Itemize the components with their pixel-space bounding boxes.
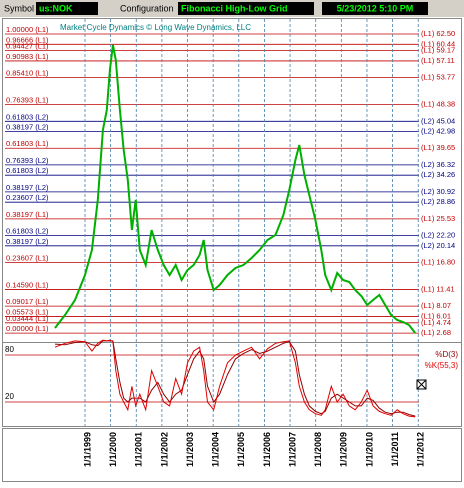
- price-level-label: (L1) 6.01: [421, 311, 451, 320]
- fib-level-label: 0.03444 (L1): [6, 314, 49, 323]
- datetime-box: [322, 2, 428, 15]
- close-icon-cross: [416, 379, 427, 390]
- axis-frame: [2, 428, 462, 482]
- x-tick-label: 1/1/2001: [134, 432, 144, 467]
- x-tick-label: 1/1/2009: [339, 432, 349, 467]
- x-tick-label: 1/1/2010: [364, 432, 374, 467]
- fib-level-label: 1.00000 (L1): [6, 25, 49, 34]
- fib-level-label: 0.05573 (L1): [6, 307, 49, 316]
- x-tick-label: 1/1/2000: [108, 432, 118, 467]
- fib-level-label: 0.85410 (L1): [6, 69, 49, 78]
- x-tick-label: 1/1/2002: [159, 432, 169, 467]
- fib-level-label: 0.14590 (L1): [6, 280, 49, 289]
- fib-level-label: 0.61803 (L2): [6, 166, 49, 175]
- fib-level-label: 0.76393 (L2): [6, 156, 49, 165]
- price-level-label: (L1) 60.44: [421, 39, 455, 48]
- fib-level-label: 0.90983 (L1): [6, 52, 49, 61]
- price-level-label: (L1) 39.65: [421, 143, 455, 152]
- x-tick-label: 1/1/2012: [416, 432, 426, 467]
- price-level-label: (L1) 53.77: [421, 73, 455, 82]
- config: Fibonacci High-Low Grid: [181, 3, 288, 13]
- y-tick-label: 20: [5, 392, 14, 401]
- price-level-label: (L1) 2.68: [421, 328, 451, 337]
- price-level-label: (L2) 30.92: [421, 187, 455, 196]
- price-level-label: (L2) 36.32: [421, 160, 455, 169]
- fib-level-label: 0.38197 (L2): [6, 123, 49, 132]
- fib-level-label: 0.61803 (L2): [6, 112, 49, 121]
- x-tick-label: 1/1/2005: [236, 432, 246, 467]
- annotation: Market Cycle Dynamics © Long Wave Dynami…: [60, 23, 251, 32]
- x-tick-label: 1/1/2006: [262, 432, 272, 467]
- symbol-label: Symbol: [4, 3, 34, 13]
- legend-label: %K(55,3): [425, 361, 459, 370]
- x-tick-label: 1/1/2004: [211, 432, 221, 467]
- price-level-label: (L2) 34.26: [421, 170, 455, 179]
- price-level-label: (L1) 8.07: [421, 301, 451, 310]
- price-level-label: (L2) 42.98: [421, 127, 455, 136]
- fib-level-label: 0.61803 (L1): [6, 139, 49, 148]
- fib-level-label: 0.76393 (L1): [6, 96, 49, 105]
- price-level-label: (L2) 45.04: [421, 116, 455, 125]
- fib-level-label: 0.38197 (L1): [6, 210, 49, 219]
- chart-frame: [2, 18, 462, 427]
- datetime: 5/23/2012 5:10 PM: [337, 3, 414, 13]
- fib-level-label: 0.23607 (L2): [6, 193, 49, 202]
- fib-level-label: 0.38197 (L2): [6, 183, 49, 192]
- fib-level-label: 0.94427 (L1): [6, 42, 49, 51]
- x-tick-label: 1/1/2007: [287, 432, 297, 467]
- fib-level-label: 0.61803 (L2): [6, 226, 49, 235]
- price-level-label: (L2) 20.14: [421, 241, 455, 250]
- fib-level-label: 0.23607 (L1): [6, 253, 49, 262]
- price-level-label: (L1) 16.80: [421, 257, 455, 266]
- fib-level-label: 0.38197 (L2): [6, 237, 49, 246]
- oscillator-line: [54, 340, 416, 417]
- x-tick-label: 1/1/2003: [185, 432, 195, 467]
- price-line: [54, 44, 416, 334]
- price-level-label: (L1) 4.74: [421, 318, 451, 327]
- symbol: us:NOK: [39, 3, 73, 13]
- price-level-label: (L1) 11.41: [421, 284, 455, 293]
- price-level-label: (L2) 22.20: [421, 230, 455, 239]
- x-tick-label: 1/1/2011: [390, 432, 400, 467]
- config-box[interactable]: [178, 2, 314, 15]
- price-level-label: (L2) 28.86: [421, 197, 455, 206]
- fib-level-label: 0.09017 (L1): [6, 297, 49, 306]
- price-level-label: (L1) 62.50: [421, 29, 455, 38]
- x-tick-label: 1/1/2008: [313, 432, 323, 467]
- price-level-label: (L1) 25.53: [421, 214, 455, 223]
- config-label: Configuration: [120, 3, 174, 13]
- y-tick-label: 80: [5, 345, 14, 354]
- legend-label: %D(3): [435, 350, 458, 359]
- price-level-label: (L1) 57.11: [421, 56, 455, 65]
- price-level-label: (L1) 59.17: [421, 46, 455, 55]
- oscillator-line: [54, 339, 416, 418]
- fib-level-label: 0.00000 (L1): [6, 324, 49, 333]
- symbol-box[interactable]: [36, 2, 98, 15]
- price-level-label: (L1) 48.38: [421, 100, 455, 109]
- x-tick-label: 1/1/1999: [82, 432, 92, 467]
- fib-level-label: 0.96666 (L1): [6, 35, 49, 44]
